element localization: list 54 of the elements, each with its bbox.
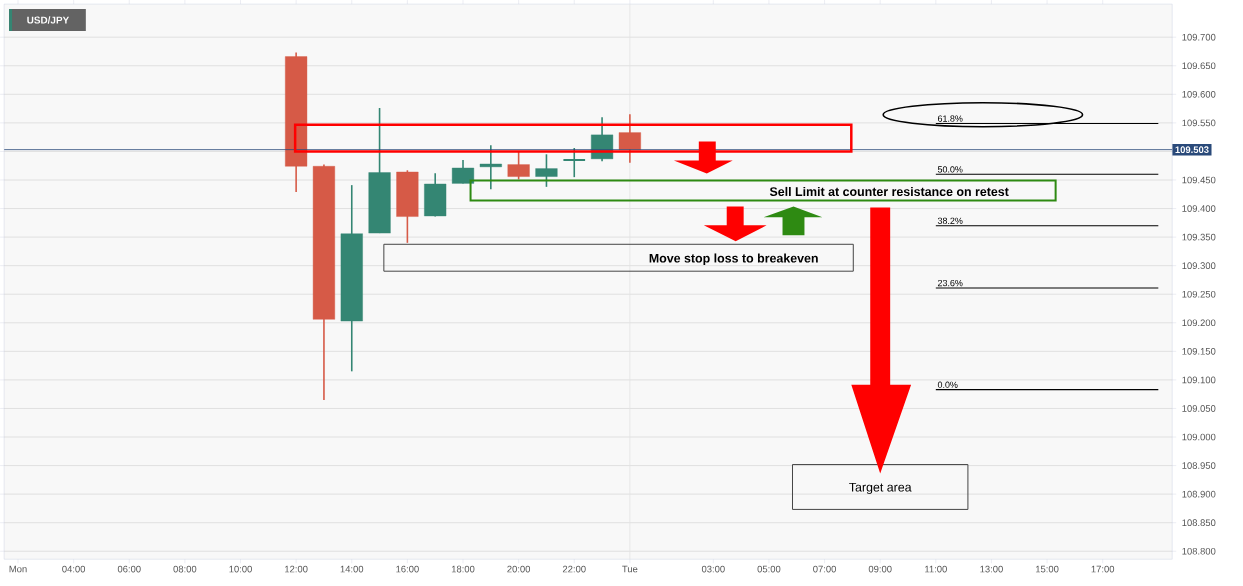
candlestick (507, 151, 530, 181)
y-tick-label: 109.450 (1182, 176, 1216, 184)
candlestick (535, 153, 558, 188)
y-tick-label: 109.600 (1182, 90, 1216, 98)
x-tick-label: 05:00 (757, 565, 781, 573)
series-label: 61.8% (937, 115, 963, 122)
x-tick-label: 07:00 (813, 565, 836, 573)
x-tick-label: 20:00 (507, 565, 531, 573)
y-tick-label: 108.850 (1182, 519, 1216, 526)
candlestick (618, 113, 641, 164)
annotation: Target area (849, 482, 912, 494)
series-label: 0.0% (937, 381, 958, 388)
y-tick-label: 109.200 (1182, 319, 1216, 327)
series-label: 23.6% (937, 279, 963, 287)
y-tick-label: 109.150 (1182, 347, 1216, 355)
candlestick (451, 159, 475, 185)
x-tick-label: 09:00 (868, 565, 892, 573)
x-tick-label: 22:00 (562, 565, 586, 573)
x-tick-label: 03:00 (701, 565, 725, 573)
x-tick-label: 12:00 (285, 565, 308, 573)
y-tick-label: 109.250 (1182, 290, 1216, 298)
series-label: 38.2% (937, 217, 963, 224)
x-tick-label: 11:00 (925, 565, 947, 573)
y-tick-label: 109.300 (1182, 262, 1216, 269)
annotation: Sell Limit at counter resistance on retest (769, 186, 1009, 196)
y-tick-label: 108.900 (1182, 490, 1216, 498)
candlestick (562, 147, 587, 178)
y-tick-label: 109.100 (1182, 376, 1216, 384)
y-tick-label: 109.050 (1182, 405, 1216, 412)
x-tick-label: 06:00 (117, 565, 141, 573)
y-tick-label: 108.950 (1182, 462, 1216, 469)
x-tick-label: Mon (9, 565, 27, 573)
x-tick-label: 17:00 (1091, 565, 1115, 573)
x-tick-label: 04:00 (62, 565, 86, 573)
y-tick-label: 109.700 (1182, 33, 1216, 41)
x-tick-label: 14:00 (340, 565, 364, 573)
y-tick-label: 109.550 (1182, 119, 1216, 127)
text: USD/JPY (27, 16, 70, 24)
x-tick-label: 10:00 (229, 565, 252, 573)
y-tick-label: 109.000 (1182, 433, 1216, 441)
y-tick-label: 109.350 (1182, 233, 1216, 241)
x-tick-label: 16:00 (396, 565, 419, 573)
y-tick-label: 108.800 (1182, 547, 1216, 555)
candlestick (479, 144, 502, 190)
x-tick-label: 08:00 (173, 565, 197, 573)
y-tick-label: 109.650 (1182, 62, 1216, 70)
annotation: Move stop loss to breakeven (649, 253, 818, 265)
ref-line-label: 109.503 (1175, 146, 1209, 153)
y-tick-label: 109.400 (1182, 205, 1216, 212)
x-tick-label: 13:00 (980, 565, 1003, 573)
series-label: 50.0% (937, 166, 963, 173)
x-tick-label: Tue (622, 565, 638, 573)
x-tick-label: 18:00 (451, 565, 475, 573)
x-tick-label: 15:00 (1035, 565, 1059, 573)
